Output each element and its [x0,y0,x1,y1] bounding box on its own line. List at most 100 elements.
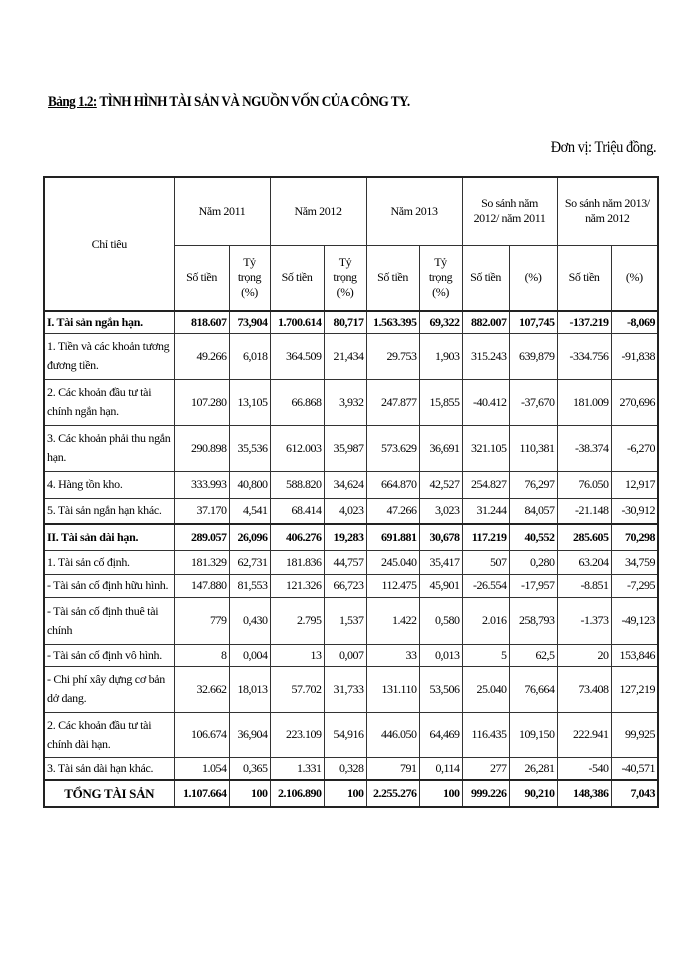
cell-value: 121.326 [269,573,325,598]
header-indicator: Chỉ tiêu [43,176,175,312]
cell-value: 76,297 [508,470,558,499]
row-label: 3. Các khoản phải thu ngắn hạn. [43,424,175,472]
cell-value: 107.280 [173,378,230,426]
subheader-amount: Số tiền [556,244,612,312]
cell-value: 779 [173,596,230,645]
cell-value: -6,270 [610,424,659,472]
cell-value: 0,280 [508,549,558,575]
subheader-share: Tỷ trọng (%) [418,244,463,312]
header-year-2013: Năm 2013 [365,176,463,246]
cell-value: 2.106.890 [269,779,325,808]
cell-value: 181.836 [269,549,325,575]
cell-value: 15,855 [418,378,463,426]
cell-value: 66.868 [269,378,325,426]
cell-value: -40,571 [610,756,659,781]
cell-value: 54,916 [323,711,367,758]
row-label: TỔNG TÀI SẢN [43,779,175,808]
cell-value: 47.266 [365,497,420,525]
cell-value: 29.753 [365,332,420,380]
cell-value: 30,678 [418,523,463,551]
cell-value: 80,717 [323,310,367,334]
cell-value: 691.881 [365,523,420,551]
cell-value: 90,210 [508,779,558,808]
subheader-amount: Số tiền [269,244,325,312]
cell-value: -17,957 [508,573,558,598]
cell-value: -40.412 [461,378,510,426]
cell-value: 76,664 [508,665,558,713]
cell-value: 258,793 [508,596,558,645]
cell-value: 290.898 [173,424,230,472]
cell-value: 36,904 [228,711,271,758]
cell-value: 37.170 [173,497,230,525]
cell-value: 32.662 [173,665,230,713]
cell-value: 35,987 [323,424,367,472]
cell-value: -540 [556,756,612,781]
cell-value: 507 [461,549,510,575]
cell-value: 40,800 [228,470,271,499]
cell-value: 81,553 [228,573,271,598]
cell-value: 1.700.614 [269,310,325,334]
cell-value: 19,283 [323,523,367,551]
cell-value: 153,846 [610,643,659,667]
cell-value: 4,023 [323,497,367,525]
table-row: - Tài sản cố định thuê tài chính 779 0,430… [43,596,659,645]
cell-value: 818.607 [173,310,230,334]
header-compare-2012-2011: So sánh năm 2012/ năm 2011 [461,176,558,246]
cell-value: -38.374 [556,424,612,472]
cell-value: 62,5 [508,643,558,667]
cell-value: 33 [365,643,420,667]
cell-value: 148,386 [556,779,612,808]
table-row: 1. Tài sản cố định. 181.329 62,731 181.836 4… [43,549,659,575]
table-row: 1. Tiền và các khoản tương đương tiền. 49… [43,332,659,380]
cell-value: 1.054 [173,756,230,781]
cell-value: 882.007 [461,310,510,334]
row-label: - Tài sản cố định vô hình. [43,643,175,667]
cell-value: 109,150 [508,711,558,758]
cell-value: 100 [323,779,367,808]
cell-value: 34,624 [323,470,367,499]
table-row: 2. Các khoản đầu tư tài chính ngắn hạn. 1… [43,378,659,426]
cell-value: 36,691 [418,424,463,472]
cell-value: 34,759 [610,549,659,575]
cell-value: 0,430 [228,596,271,645]
subheader-amount: Số tiền [365,244,420,312]
cell-value: 222.941 [556,711,612,758]
cell-value: 0,365 [228,756,271,781]
cell-value: 0,114 [418,756,463,781]
cell-value: 69,322 [418,310,463,334]
asset-table: Chỉ tiêu Năm 2011 Năm 2012 Năm 2013 So s… [43,176,660,808]
cell-value: 45,901 [418,573,463,598]
cell-value: 181.009 [556,378,612,426]
row-label: - Tài sản cố định thuê tài chính [43,596,175,645]
cell-value: -8.851 [556,573,612,598]
cell-value: 247.877 [365,378,420,426]
cell-value: -30,912 [610,497,659,525]
cell-value: 8 [173,643,230,667]
cell-value: 44,757 [323,549,367,575]
row-label: 2. Các khoản đầu tư tài chính dài hạn. [43,711,175,758]
cell-value: -1.373 [556,596,612,645]
cell-value: 2.795 [269,596,325,645]
cell-value: 21,434 [323,332,367,380]
cell-value: -26.554 [461,573,510,598]
table-row: 5. Tài sản ngắn hạn khác. 37.170 4,541 68.4… [43,497,659,525]
table-title: TÌNH HÌNH TÀI SẢN VÀ NGUỒN VỐN CỦA CÔNG … [96,94,410,110]
cell-value: 99,925 [610,711,659,758]
cell-value: 254.827 [461,470,510,499]
cell-value: 13 [269,643,325,667]
cell-value: 223.109 [269,711,325,758]
cell-value: 364.509 [269,332,325,380]
cell-value: 7,043 [610,779,659,808]
row-label: - Chi phí xây dựng cơ bản dở dang. [43,665,175,713]
cell-value: 127,219 [610,665,659,713]
row-label: I. Tài sản ngắn hạn. [43,310,175,334]
cell-value: 73.408 [556,665,612,713]
cell-value: 1.563.395 [365,310,420,334]
cell-value: 2.016 [461,596,510,645]
cell-value: 588.820 [269,470,325,499]
row-label: 2. Các khoản đầu tư tài chính ngắn hạn. [43,378,175,426]
row-label: - Tài sản cố định hữu hình. [43,573,175,598]
cell-value: 277 [461,756,510,781]
cell-value: 573.629 [365,424,420,472]
row-label: 1. Tiền và các khoản tương đương tiền. [43,332,175,380]
